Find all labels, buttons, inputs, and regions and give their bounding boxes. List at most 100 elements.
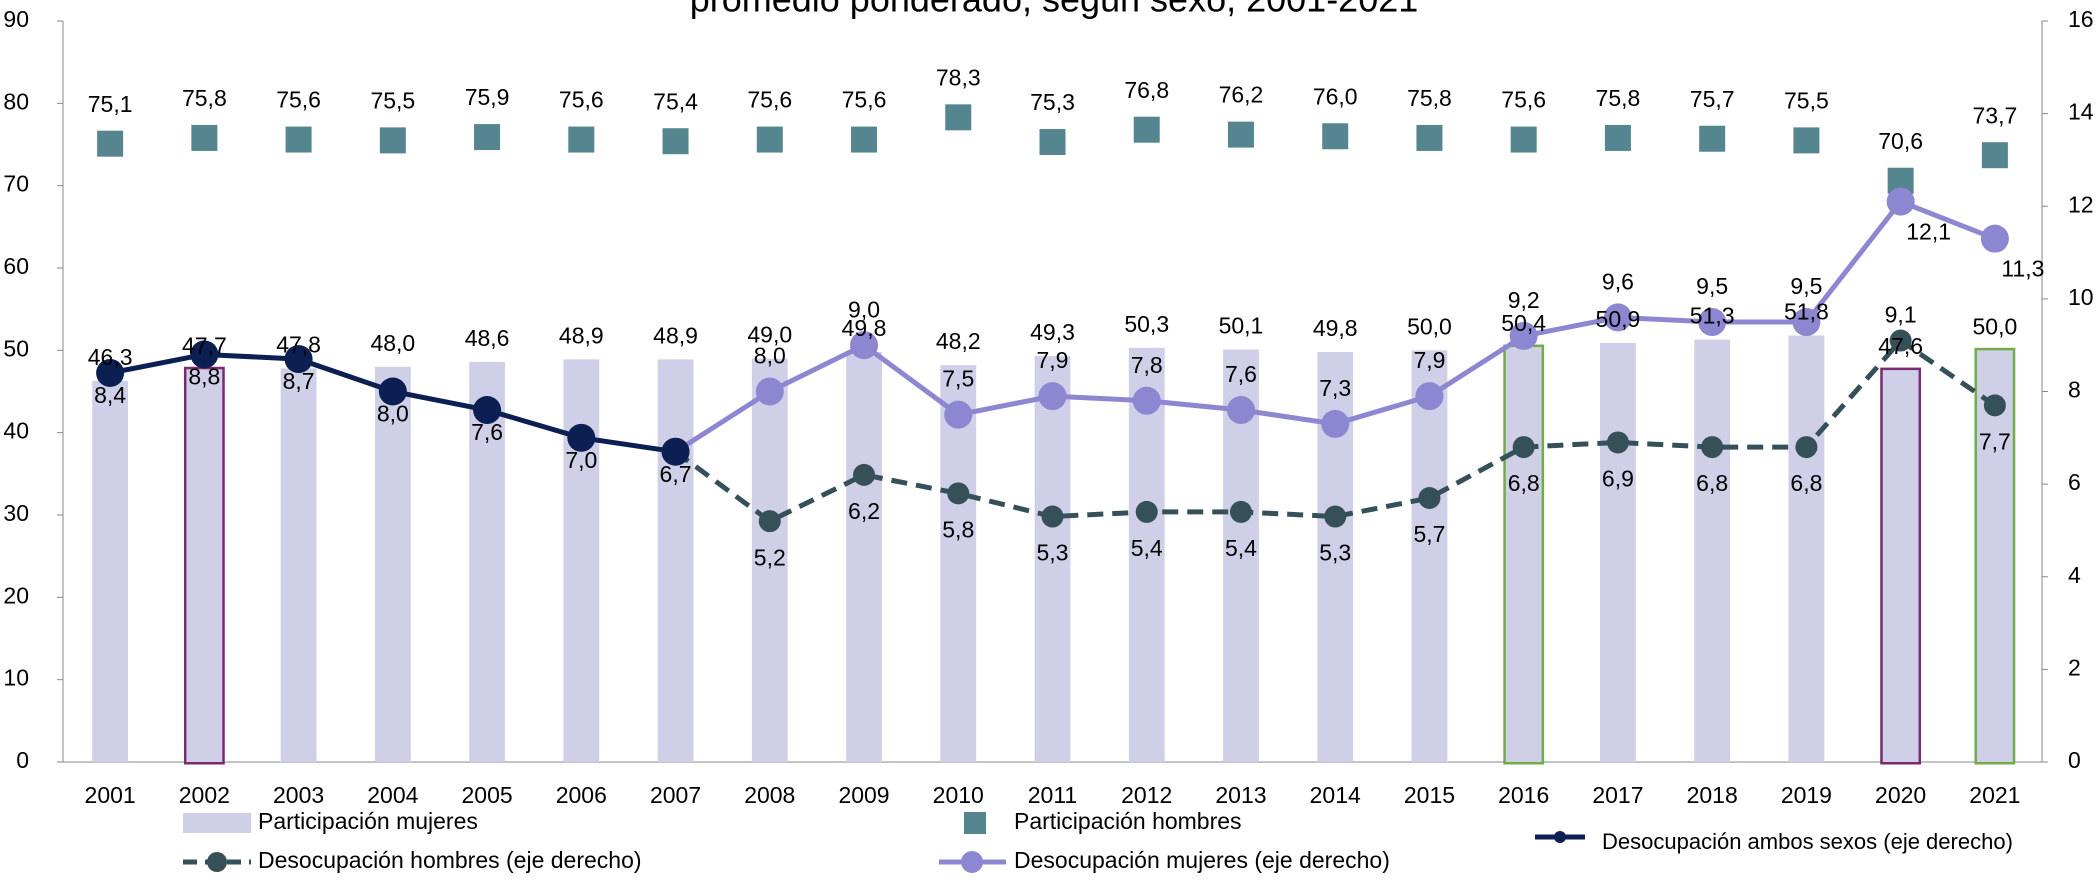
point bbox=[1135, 500, 1158, 523]
x-tick-label: 2007 bbox=[650, 782, 701, 808]
data-label: 7,8 bbox=[1131, 352, 1163, 378]
y2-tick-label: 8 bbox=[2068, 377, 2081, 403]
data-label: 7,3 bbox=[1319, 375, 1351, 401]
x-tick-label: 2010 bbox=[933, 782, 984, 808]
data-label: 48,9 bbox=[653, 322, 698, 348]
data-label: 75,8 bbox=[1407, 85, 1452, 111]
square-marker bbox=[191, 124, 218, 151]
square-marker bbox=[379, 127, 406, 154]
data-label: 50,4 bbox=[1501, 310, 1546, 336]
square-marker bbox=[1416, 124, 1443, 151]
point bbox=[1509, 321, 1538, 350]
y2-tick-label: 4 bbox=[2068, 562, 2081, 588]
point bbox=[661, 437, 690, 466]
data-label: 7,7 bbox=[1979, 428, 2011, 454]
bar bbox=[1694, 339, 1731, 762]
legend-swatch bbox=[183, 813, 251, 833]
point bbox=[1321, 409, 1350, 438]
point bbox=[1701, 436, 1724, 459]
square-marker bbox=[568, 126, 595, 153]
point bbox=[758, 510, 781, 533]
x-tick-label: 2017 bbox=[1592, 782, 1643, 808]
point bbox=[1324, 505, 1347, 528]
data-label: 75,3 bbox=[1030, 89, 1075, 115]
bar bbox=[1034, 356, 1071, 762]
bar bbox=[374, 366, 411, 762]
y-tick-label: 80 bbox=[3, 88, 29, 114]
bar bbox=[1882, 370, 1919, 762]
square-marker bbox=[1039, 129, 1066, 156]
data-label: 7,0 bbox=[565, 447, 597, 473]
point bbox=[1980, 224, 2009, 253]
data-label: 75,9 bbox=[465, 84, 510, 110]
data-label: 47,8 bbox=[276, 332, 321, 358]
data-label: 75,6 bbox=[747, 87, 792, 113]
data-label: 76,2 bbox=[1219, 82, 1264, 108]
data-label: 46,3 bbox=[88, 344, 133, 370]
square-marker bbox=[1981, 142, 2008, 169]
legend-label: Desocupación mujeres (eje derecho) bbox=[1014, 847, 1390, 873]
bar bbox=[657, 359, 694, 762]
data-label: 8,4 bbox=[94, 382, 126, 408]
data-label: 9,2 bbox=[1508, 287, 1540, 313]
point bbox=[853, 463, 876, 486]
data-label: 7,6 bbox=[471, 419, 503, 445]
y-tick-label: 50 bbox=[3, 335, 29, 361]
bar bbox=[846, 351, 882, 762]
data-label: 6,7 bbox=[660, 461, 692, 487]
y2-tick-label: 14 bbox=[2068, 99, 2094, 125]
data-label: 76,8 bbox=[1124, 77, 1169, 103]
data-label: 9,1 bbox=[1885, 302, 1917, 328]
bar bbox=[1411, 350, 1448, 762]
line bbox=[674, 337, 1997, 525]
data-label: 75,1 bbox=[88, 91, 133, 117]
data-label: 6,2 bbox=[848, 498, 880, 524]
point bbox=[1038, 382, 1067, 411]
point bbox=[944, 400, 973, 429]
square-marker bbox=[285, 126, 312, 153]
square-marker bbox=[1510, 126, 1537, 153]
square-marker bbox=[97, 130, 124, 157]
y-tick-label: 40 bbox=[3, 418, 29, 444]
square-marker bbox=[1322, 123, 1349, 150]
legend-label: Participación mujeres bbox=[258, 808, 478, 834]
x-tick-label: 2013 bbox=[1215, 782, 1266, 808]
point bbox=[1698, 308, 1727, 337]
data-label: 6,8 bbox=[1790, 470, 1822, 496]
data-label: 75,5 bbox=[1784, 87, 1829, 113]
x-tick-label: 2011 bbox=[1028, 782, 1077, 808]
data-label: 75,6 bbox=[1501, 87, 1546, 113]
point bbox=[1886, 187, 1915, 216]
x-tick-label: 2001 bbox=[85, 782, 136, 808]
data-label: 49,8 bbox=[1313, 315, 1358, 341]
point bbox=[190, 340, 219, 369]
data-label: 12,1 bbox=[1906, 219, 1951, 245]
data-label: 48,0 bbox=[370, 330, 415, 356]
data-label: 7,6 bbox=[1225, 361, 1257, 387]
x-tick-label: 2015 bbox=[1404, 782, 1455, 808]
data-label: 48,9 bbox=[559, 322, 604, 348]
point bbox=[96, 358, 125, 387]
x-tick-label: 2002 bbox=[179, 782, 230, 808]
data-label: 7,9 bbox=[1037, 347, 1069, 373]
x-tick-label: 2016 bbox=[1498, 782, 1549, 808]
bar bbox=[280, 368, 317, 762]
x-tick-label: 2021 bbox=[1969, 782, 2020, 808]
point bbox=[850, 331, 879, 360]
point bbox=[284, 345, 313, 374]
point bbox=[473, 396, 502, 425]
data-label: 5,7 bbox=[1413, 521, 1445, 547]
data-label: 75,6 bbox=[559, 87, 604, 113]
data-label: 8,0 bbox=[754, 343, 786, 369]
data-label: 9,0 bbox=[848, 296, 880, 322]
data-label: 47,6 bbox=[1878, 333, 1923, 359]
point bbox=[567, 423, 596, 452]
data-label: 51,8 bbox=[1784, 299, 1829, 325]
x-tick-label: 2014 bbox=[1310, 782, 1361, 808]
data-label: 75,6 bbox=[276, 87, 321, 113]
point bbox=[1418, 487, 1441, 510]
data-label: 51,3 bbox=[1690, 303, 1735, 329]
y2-tick-label: 12 bbox=[2068, 191, 2094, 217]
data-label: 6,8 bbox=[1508, 470, 1540, 496]
data-label: 48,6 bbox=[465, 325, 510, 351]
